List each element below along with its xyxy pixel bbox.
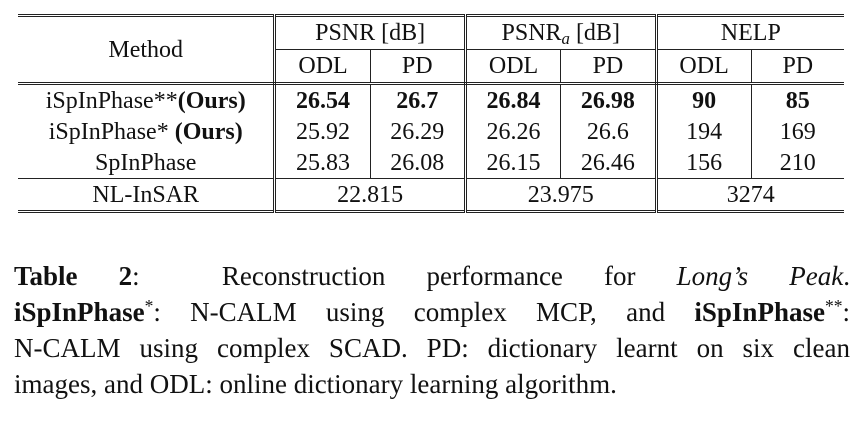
table-row: SpInPhase 25.83 26.08 26.15 26.46 156 21… (18, 147, 844, 179)
header-subcol: ODL (274, 49, 371, 85)
cell-value: 26.29 (370, 116, 467, 147)
header-group-nelp: NELP (656, 15, 844, 50)
table-row: iSpInPhase* (Ours) 25.92 26.29 26.26 26.… (18, 116, 844, 147)
table-row: NL-InSAR 22.815 23.975 3274 (18, 178, 844, 212)
header-method-label: Method (108, 36, 184, 63)
header-subcol: PD (560, 49, 658, 85)
cell-value: 3274 (726, 181, 775, 208)
cell-value: 26.15 (465, 147, 562, 179)
header-method: Method (18, 15, 277, 85)
results-table: Method PSNR [dB] PSNRa [dB] NELP ODL PD … (18, 14, 844, 213)
caption-line: N-CALM using complex SCAD. PD: dictionar… (14, 333, 850, 363)
cell-value: 26.84 (465, 83, 562, 116)
header-group-psnr: PSNR [dB] (274, 15, 467, 50)
cell-value: 25.92 (274, 116, 371, 147)
cell-value: 25.83 (274, 147, 371, 179)
header-row-subcols: ODL PD ODL PD ODL PD (18, 49, 844, 85)
caption-label: Table 2 (14, 261, 133, 291)
cell-value: 90 (656, 83, 752, 116)
cell-value: 194 (656, 116, 752, 147)
cell-value: 26.26 (465, 116, 562, 147)
header-group-psnra: PSNRa [dB] (465, 15, 658, 50)
row-method: iSpInPhase* (Ours) (18, 116, 277, 147)
header-subcol: ODL (465, 49, 562, 85)
cell-value: 26.46 (560, 147, 658, 179)
row-method: iSpInPhase**(Ours) (18, 83, 277, 116)
cell-value: 169 (779, 118, 816, 145)
cell-value: 156 (656, 147, 752, 179)
row-method: NL-InSAR (18, 178, 277, 212)
cell-value: 26.6 (560, 116, 658, 147)
caption-line: images, and ODL: online dictionary learn… (14, 369, 617, 399)
cell-value: 26.54 (274, 83, 371, 116)
row-method: SpInPhase (18, 147, 277, 179)
header-subcol: PD (370, 49, 467, 85)
table-row: iSpInPhase**(Ours) 26.54 26.7 26.84 26.9… (18, 83, 844, 116)
cell-value: 210 (751, 147, 844, 179)
table-caption: Table 2: Reconstruction performance for … (14, 258, 850, 402)
header-subcol: ODL (656, 49, 752, 85)
header-subcol: PD (751, 49, 844, 85)
cell-value: 85 (785, 87, 810, 114)
cell-value: 22.815 (274, 178, 467, 212)
cell-value: 26.08 (370, 147, 467, 179)
header-row-groups: Method PSNR [dB] PSNRa [dB] NELP (18, 15, 844, 85)
caption-line: Table 2: Reconstruction performance for … (14, 261, 851, 291)
cell-value: 26.7 (370, 83, 467, 116)
cell-value: 23.975 (465, 178, 658, 212)
cell-value: 26.98 (560, 83, 658, 116)
caption-line: iSpInPhase*: N-CALM using complex MCP, a… (14, 296, 850, 327)
